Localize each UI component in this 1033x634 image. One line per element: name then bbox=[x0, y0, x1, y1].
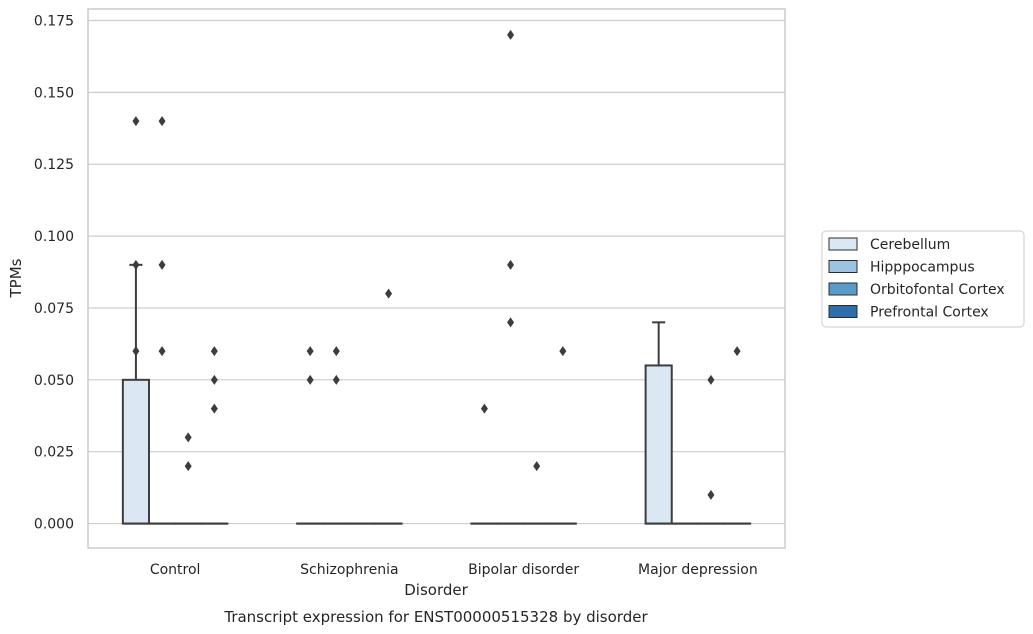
box-0-2 bbox=[174, 432, 203, 525]
box-2-3 bbox=[548, 346, 577, 525]
outlier-point bbox=[158, 346, 166, 357]
y-tick-label: 0.075 bbox=[34, 301, 74, 317]
outlier-point bbox=[306, 374, 314, 385]
y-tick-label: 0.050 bbox=[34, 373, 74, 389]
legend-swatch bbox=[828, 305, 858, 318]
outlier-point bbox=[707, 374, 715, 385]
legend-label: Orbitofontal Cortex bbox=[870, 282, 1005, 298]
outlier-point bbox=[132, 116, 140, 127]
y-axis-ticks: 0.000 0.025 0.050 0.075 0.100 0.125 0.150 0.175 bbox=[34, 13, 74, 532]
y-tick-label: 0.125 bbox=[34, 157, 74, 173]
box-1-1 bbox=[322, 346, 351, 525]
box-2-0 bbox=[470, 403, 499, 525]
outlier-point bbox=[210, 346, 218, 357]
outlier-point bbox=[332, 346, 340, 357]
legend-frame bbox=[821, 230, 1025, 328]
x-tick-label: Bipolar disorder bbox=[468, 562, 579, 578]
outlier-point bbox=[507, 29, 515, 40]
x-tick-label: Control bbox=[150, 562, 201, 578]
outlier-point bbox=[533, 461, 541, 472]
x-tick-label: Major depression bbox=[638, 562, 758, 578]
y-tick-label: 0.100 bbox=[34, 229, 74, 245]
legend-label: Cerebellum bbox=[870, 237, 950, 253]
box-0-3 bbox=[200, 346, 229, 525]
outlier-point bbox=[507, 259, 515, 270]
plot-area-frame bbox=[87, 8, 786, 549]
y-tick-label: 0.000 bbox=[34, 517, 74, 533]
box-1-0 bbox=[296, 346, 325, 525]
box-3-0 bbox=[644, 321, 673, 525]
box-0-0 bbox=[121, 116, 150, 525]
outlier-point bbox=[184, 461, 192, 472]
outlier-point bbox=[707, 489, 715, 500]
outlier-point bbox=[385, 288, 393, 299]
x-tick-label: Schizophrenia bbox=[300, 562, 398, 578]
outlier-point bbox=[210, 403, 218, 414]
x-axis-ticks: Control Schizophrenia Bipolar disorder Majo… bbox=[150, 562, 758, 578]
outlier-point bbox=[158, 259, 166, 270]
outlier-point bbox=[158, 116, 166, 127]
outlier-point bbox=[480, 403, 488, 414]
legend: Cerebellum Hipppocampus Orbitofontal Corte… bbox=[821, 230, 1025, 328]
y-tick-label: 0.150 bbox=[34, 85, 74, 101]
outlier-point bbox=[132, 259, 140, 270]
box-1-3 bbox=[374, 288, 403, 525]
legend-swatch bbox=[828, 282, 858, 296]
y-axis-label: TPMs bbox=[7, 258, 25, 298]
legend-label: Hipppocampus bbox=[870, 260, 975, 276]
outlier-point bbox=[559, 346, 567, 357]
box-2-2 bbox=[522, 461, 551, 525]
outlier-point bbox=[210, 374, 218, 385]
outlier-point bbox=[507, 317, 515, 328]
outlier-point bbox=[184, 432, 192, 443]
outlier-point bbox=[733, 346, 741, 357]
box-2-1 bbox=[496, 29, 525, 525]
box-0-1 bbox=[147, 116, 177, 525]
outlier-point bbox=[306, 346, 314, 357]
chart-title: Transcript expression for ENST0000051532… bbox=[223, 608, 648, 626]
outlier-point bbox=[132, 346, 140, 357]
gridlines bbox=[88, 19, 785, 525]
y-tick-label: 0.025 bbox=[34, 445, 74, 461]
legend-swatch bbox=[828, 260, 858, 273]
box-marks bbox=[121, 29, 752, 525]
legend-label: Prefrontal Cortex bbox=[870, 305, 989, 321]
legend-swatch bbox=[828, 237, 858, 251]
outlier-point bbox=[332, 374, 340, 385]
y-tick-label: 0.175 bbox=[34, 13, 74, 29]
box-body bbox=[121, 378, 150, 525]
box-body bbox=[644, 364, 673, 525]
box-3-2 bbox=[696, 374, 726, 525]
x-axis-label: Disorder bbox=[404, 581, 468, 599]
box-3-3 bbox=[723, 346, 752, 525]
